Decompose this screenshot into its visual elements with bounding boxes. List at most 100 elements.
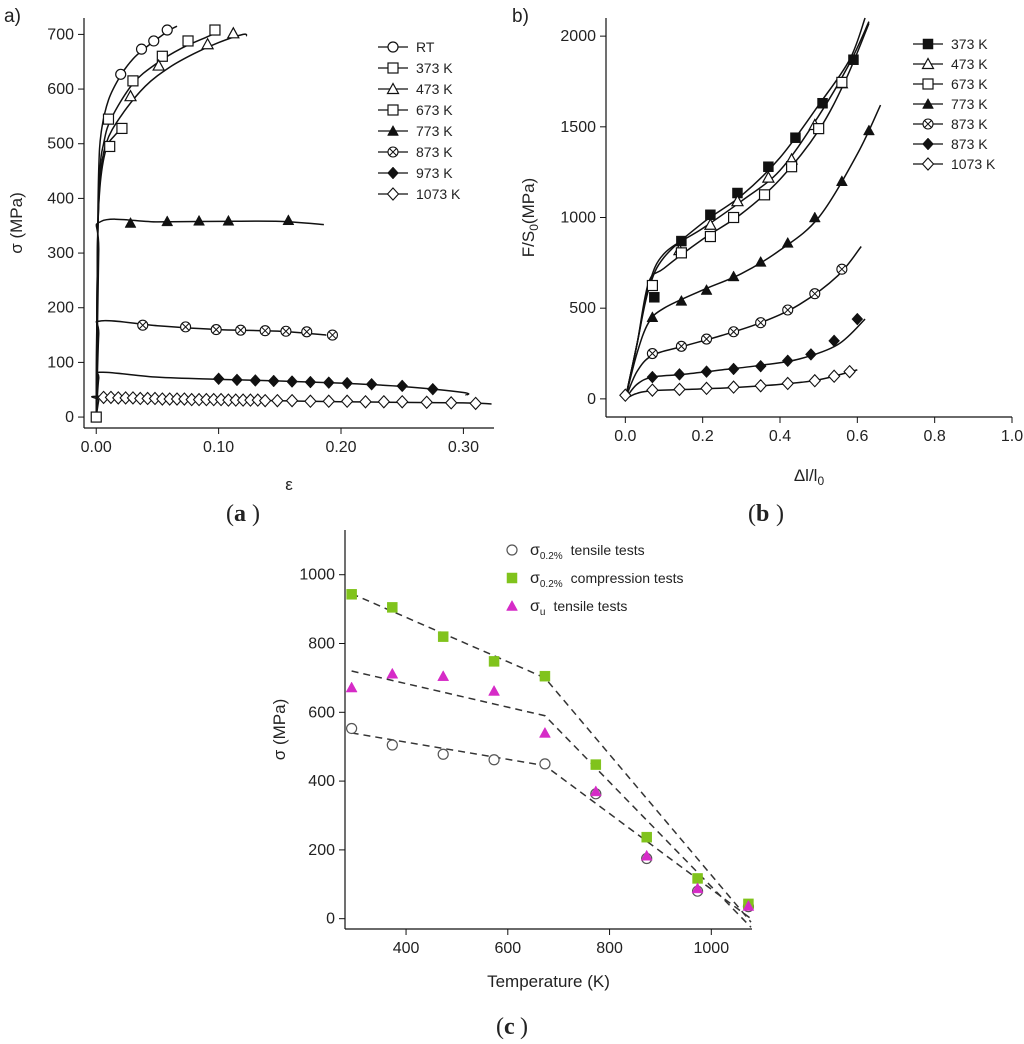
legend-label: 473 K — [951, 56, 988, 72]
legend-marker — [921, 57, 935, 70]
panel-label-a: a) — [4, 6, 21, 27]
data-point — [286, 375, 298, 388]
data-point — [836, 76, 848, 88]
data-point — [488, 684, 500, 696]
series-line — [624, 23, 870, 400]
data-point — [754, 359, 767, 373]
data-point — [700, 365, 713, 379]
data-point — [790, 132, 801, 143]
data-point — [135, 43, 148, 55]
legend-label: RT — [416, 39, 435, 55]
series-line — [95, 218, 324, 418]
data-point — [426, 382, 439, 396]
legend-label: 673 K — [416, 102, 453, 118]
data-point — [395, 394, 409, 409]
data-point — [161, 215, 174, 227]
data-point — [727, 362, 740, 376]
series-line — [624, 104, 882, 400]
data-point — [259, 325, 271, 337]
data-point — [235, 324, 247, 336]
legend-marker — [387, 146, 399, 158]
data-point — [341, 376, 353, 390]
data-point — [700, 333, 713, 345]
y-tick-label: 400 — [47, 190, 74, 207]
svg-text:): ) — [776, 501, 784, 527]
data-point — [386, 739, 398, 751]
fit-line — [351, 732, 752, 920]
data-point — [692, 873, 703, 884]
data-point — [282, 214, 295, 226]
data-point — [437, 670, 450, 681]
data-point — [488, 656, 500, 667]
x-tick-label: 0.20 — [325, 439, 356, 456]
data-point — [386, 667, 399, 679]
data-point — [808, 211, 821, 223]
caption-a: ( a ) — [226, 501, 260, 527]
y-tick-label: 0 — [326, 911, 335, 928]
series-origin — [619, 388, 632, 403]
legend-label: 873 K — [951, 136, 988, 152]
data-point — [646, 383, 659, 397]
data-point — [322, 376, 335, 389]
legend-label: 373 K — [951, 36, 988, 52]
data-point — [619, 388, 632, 403]
data-point — [271, 393, 284, 408]
legend-marker — [506, 572, 518, 584]
y-tick-label: 1000 — [299, 567, 335, 584]
legend-marker — [387, 166, 399, 180]
legend-label: 1073 K — [416, 186, 461, 202]
data-point — [340, 394, 354, 409]
x-tick-label: 0.6 — [846, 428, 868, 445]
legend-marker — [921, 157, 935, 171]
data-point — [193, 214, 205, 226]
data-point — [673, 382, 686, 397]
data-point — [437, 748, 449, 760]
fit-line — [351, 592, 752, 923]
data-point — [851, 312, 864, 326]
data-point — [703, 218, 717, 230]
series-line — [95, 319, 327, 418]
series-triangle-filled — [345, 667, 755, 911]
data-point — [359, 394, 372, 409]
series-line — [624, 318, 866, 400]
legend-label: 373 K — [416, 60, 453, 76]
data-point — [675, 247, 688, 259]
legend-label: σ0.2% tensile tests — [530, 542, 645, 562]
data-point — [640, 849, 653, 861]
caption-b: ( b ) — [748, 501, 784, 527]
y-tick-label: 1500 — [560, 119, 596, 136]
data-point — [326, 329, 338, 341]
y-tick-label: 400 — [308, 773, 335, 790]
data-point — [781, 236, 794, 248]
data-point — [754, 378, 767, 393]
y-tick-label: 200 — [47, 300, 74, 317]
data-point — [156, 50, 168, 62]
legend-marker — [387, 124, 399, 136]
data-point — [304, 375, 317, 389]
y-tick-label: 300 — [47, 245, 74, 262]
data-point — [444, 396, 458, 410]
data-point — [346, 722, 358, 735]
y-tick-label: 800 — [308, 636, 335, 653]
data-point — [488, 754, 500, 766]
data-point — [280, 325, 292, 337]
series-line — [625, 369, 858, 400]
y-axis-label: σ (MPa) — [270, 699, 289, 761]
data-point — [763, 161, 774, 172]
legend: σ0.2% tensile tests σ0.2% compression tests… — [506, 542, 684, 618]
data-point — [761, 170, 775, 183]
y-tick-label: 0 — [65, 409, 74, 426]
series-373-k — [624, 17, 866, 400]
series-873-k — [95, 319, 338, 418]
data-point — [387, 602, 398, 613]
data-point — [210, 324, 222, 336]
data-point — [649, 292, 660, 303]
data-point — [396, 379, 409, 393]
legend-marker — [506, 599, 518, 611]
caption-c-letter: c — [504, 1014, 515, 1040]
data-point — [730, 194, 744, 207]
data-point — [863, 124, 875, 136]
caption-a-letter: a — [234, 501, 246, 527]
x-tick-label: 0.10 — [203, 439, 234, 456]
